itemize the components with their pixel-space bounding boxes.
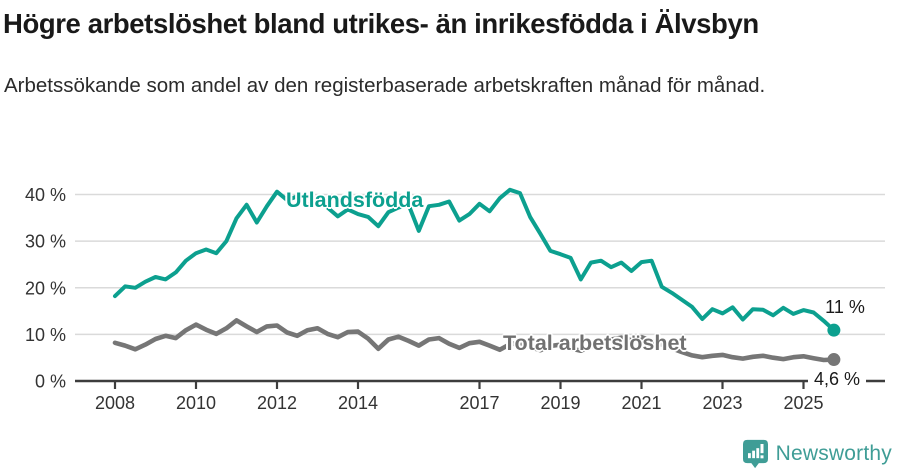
y-tick-label: 10 %: [25, 325, 66, 345]
end-value-total: 4,6 %: [808, 368, 866, 391]
x-tick-label: 2023: [702, 393, 742, 413]
y-tick-label: 0 %: [35, 372, 66, 392]
y-tick-label: 30 %: [25, 232, 66, 252]
x-tick-label: 2010: [176, 393, 216, 413]
chart-subtitle: Arbetssökande som andel av den registerb…: [4, 74, 766, 97]
x-tick-label: 2021: [621, 393, 661, 413]
series-end-dot: [827, 353, 841, 367]
series-label-utlandsfodda: Utlandsfödda: [286, 188, 424, 212]
chart-title: Högre arbetslöshet bland utrikes- än inr…: [3, 8, 759, 39]
x-tick-label: 2012: [257, 393, 297, 413]
x-tick-label: 2025: [783, 393, 823, 413]
y-tick-label: 20 %: [25, 278, 66, 298]
newsworthy-logo[interactable]: Newsworthy: [742, 439, 892, 469]
x-tick-label: 2019: [540, 393, 580, 413]
x-tick-label: 2014: [338, 393, 378, 413]
x-tick-label: 2008: [95, 393, 135, 413]
series-line: [112, 318, 837, 363]
x-tick-label: 2017: [459, 393, 499, 413]
end-value-utlandsfodda: 11 %: [825, 297, 865, 317]
newsworthy-logo-icon: [742, 439, 768, 469]
series-end-dot: [827, 323, 841, 337]
series-label-total-arbetsloshet: Total arbetslöshet: [503, 331, 687, 355]
y-tick-label: 40 %: [25, 185, 66, 205]
newsworthy-logo-text: Newsworthy: [775, 442, 892, 465]
series-line: [113, 187, 836, 333]
